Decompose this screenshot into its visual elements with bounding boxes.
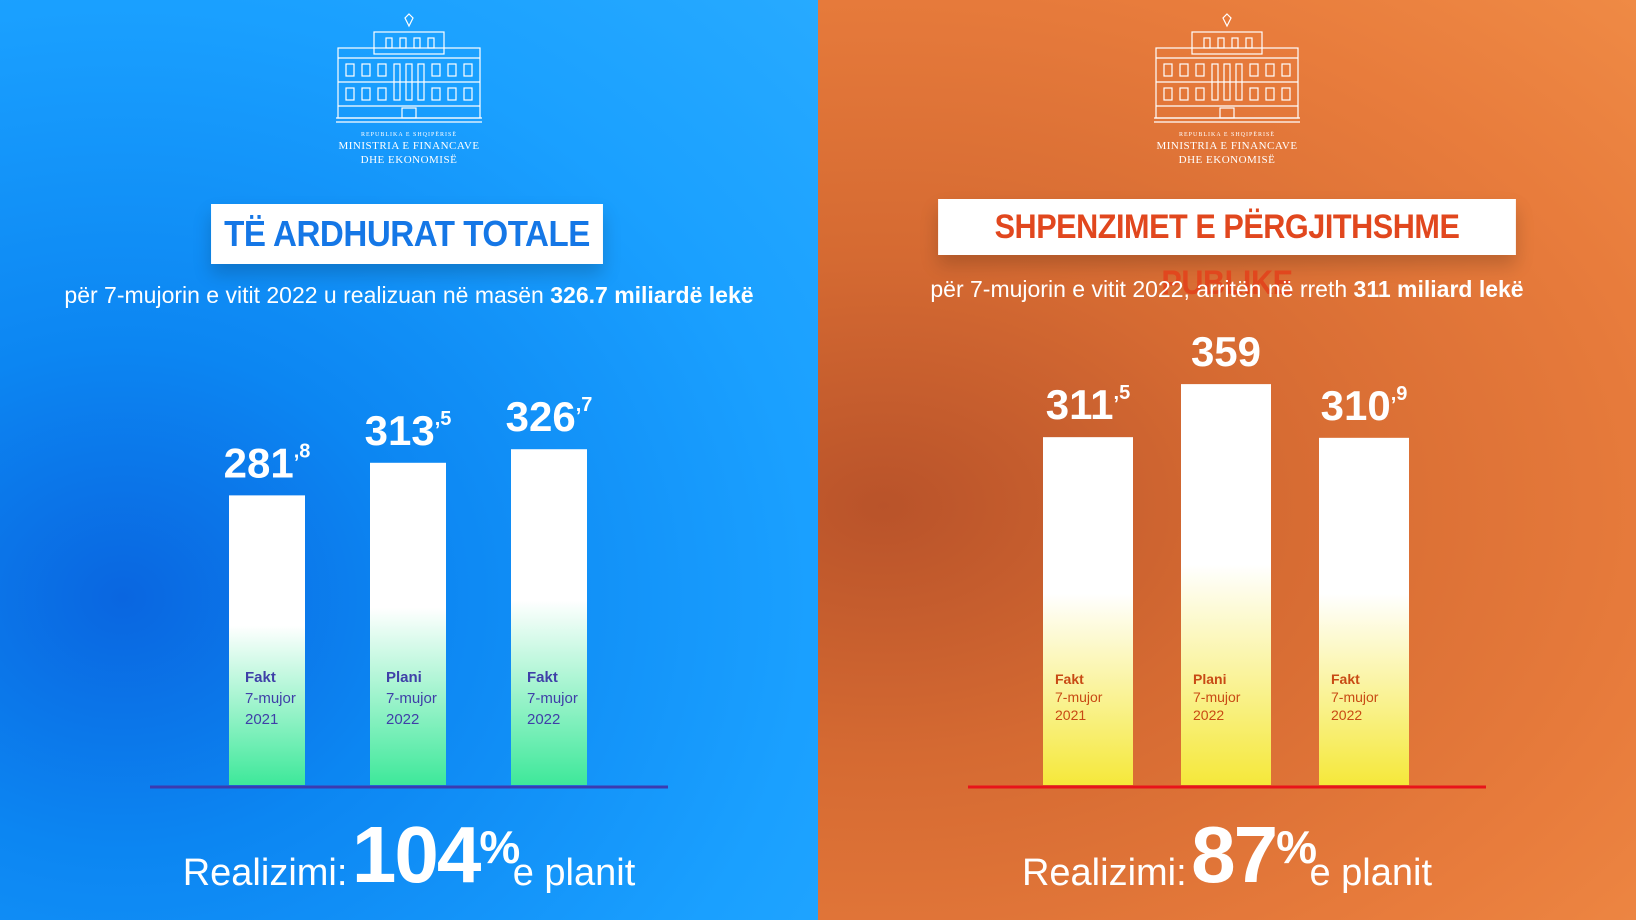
bar-category-label: Fakt [245, 669, 276, 686]
ministry-logo: REPUBLIKA E SHQIPËRISË MINISTRIA E FINAN… [0, 10, 818, 166]
bar [511, 449, 587, 785]
revenue-bar-chart: 281,8 Fakt 7-mujor 2021 313,5 Plani 7-mujor 202… [150, 393, 668, 789]
ministry-name-line1: MINISTRIA E FINANCAVE [1156, 140, 1298, 152]
bar-value-label: 313,5 [365, 407, 452, 454]
bar-category-label: 2022 [1331, 707, 1362, 723]
expenditure-title: SHPENZIMET E PËRGJITHSHME PUBLIKE [938, 199, 1516, 302]
revenue-subtitle-text: për 7-mujorin e vitit 2022 u realizuan n… [64, 282, 551, 308]
bar-value-label: 326,7 [506, 393, 593, 440]
expenditure-bar-chart: 311,5 Fakt 7-mujor 2021 359 Plani 7-mujor 2022 3… [968, 328, 1486, 789]
realization-percent: 87% [1191, 810, 1317, 899]
bar-category-label: Plani [386, 669, 422, 686]
bar-category-label: 2022 [386, 711, 419, 728]
bar-category-label: Fakt [1331, 671, 1360, 687]
revenue-subtitle: për 7-mujorin e vitit 2022 u realizuan n… [0, 282, 818, 309]
revenue-title: TË ARDHURAT TOTALE [211, 204, 603, 264]
bar-value-label: 281,8 [224, 439, 311, 486]
bar-category-label: 7-mujor [386, 690, 437, 707]
realization-value: 104 [351, 810, 481, 899]
bar-value-label: 359 [1191, 328, 1261, 375]
bar-category-label: 2021 [245, 711, 278, 728]
bar [229, 495, 305, 785]
building-emblem-icon [336, 13, 482, 123]
republic-label: REPUBLIKA E SHQIPËRISË [1178, 132, 1275, 138]
bar-category-label: Fakt [527, 669, 558, 686]
expenditure-realization: Realizimi: 87% e planit [818, 815, 1636, 895]
bar-category-label: Plani [1193, 671, 1226, 687]
expenditure-subtitle: për 7-mujorin e vitit 2022, arritën në r… [818, 276, 1636, 303]
expenditure-subtitle-text: për 7-mujorin e vitit 2022, arritën në r… [930, 276, 1354, 302]
expenditure-subtitle-amount: 311 miliard lekë [1353, 276, 1524, 302]
ministry-name-line1: MINISTRIA E FINANCAVE [338, 140, 480, 152]
bar-category-label: 7-mujor [527, 690, 578, 707]
bar-category-label: Fakt [1055, 671, 1084, 687]
realization-label: Realizimi: [182, 852, 348, 894]
realization-tail: e planit [512, 852, 636, 894]
bar-category-label: 7-mujor [1193, 689, 1241, 705]
bar-value-label: 310,9 [1321, 382, 1408, 429]
realization-unit: % [479, 821, 520, 873]
realization-percent: 104% [351, 810, 520, 899]
ministry-name-line2: DHE EKONOMISË [360, 154, 458, 166]
expenditure-panel: REPUBLIKA E SHQIPËRISË MINISTRIA E FINAN… [818, 0, 1636, 920]
bar-category-label: 7-mujor [1331, 689, 1379, 705]
bar [370, 462, 446, 785]
republic-label: REPUBLIKA E SHQIPËRISË [360, 132, 457, 138]
bar [1319, 437, 1409, 785]
bar [1181, 384, 1271, 785]
building-emblem-icon [1154, 13, 1300, 123]
realization-unit: % [1276, 821, 1317, 873]
bar-category-label: 7-mujor [1055, 689, 1103, 705]
realization-tail: e planit [1309, 852, 1433, 894]
bar-category-label: 2021 [1055, 707, 1086, 723]
ministry-name-line2: DHE EKONOMISË [1178, 154, 1276, 166]
bar-category-label: 7-mujor [245, 690, 296, 707]
bar-value-label: 311,5 [1046, 381, 1130, 428]
bar-category-label: 2022 [1193, 707, 1224, 723]
bar-category-label: 2022 [527, 711, 560, 728]
realization-value: 87 [1191, 810, 1278, 899]
revenue-panel: REPUBLIKA E SHQIPËRISË MINISTRIA E FINAN… [0, 0, 818, 920]
realization-label: Realizimi: [1021, 852, 1187, 894]
bar [1043, 437, 1133, 785]
ministry-logo: REPUBLIKA E SHQIPËRISË MINISTRIA E FINAN… [818, 10, 1636, 166]
revenue-realization: Realizimi: 104% e planit [0, 815, 818, 895]
revenue-subtitle-amount: 326.7 miliardë lekë [550, 282, 754, 308]
